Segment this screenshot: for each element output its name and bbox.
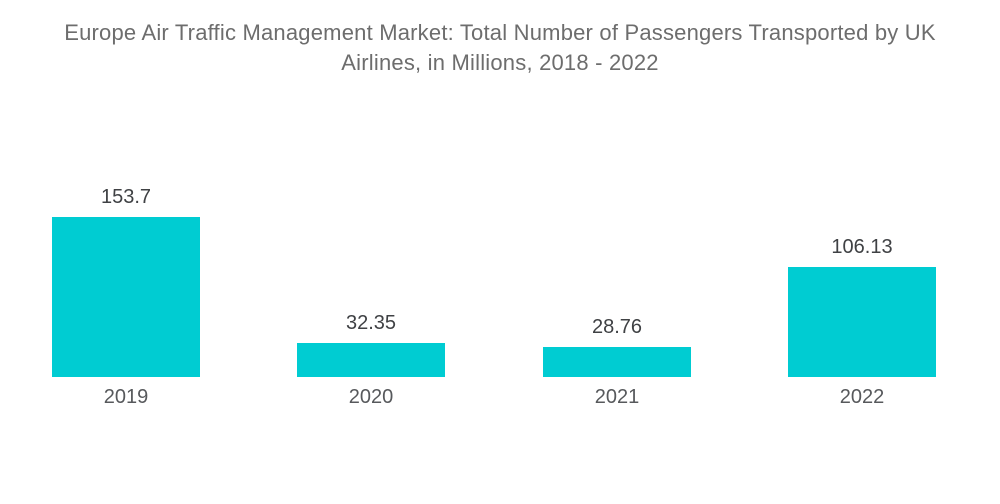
category-label-2022: 2022 (839, 386, 885, 408)
bar-value-label: 106.13 (831, 236, 893, 258)
bar-2021 (543, 347, 691, 377)
bar-group-2022: 106.13 2022 (788, 0, 936, 504)
bar-value-label: 28.76 (591, 316, 643, 338)
bar-2022 (788, 267, 936, 377)
bar-group-2020: 32.35 2020 (297, 0, 445, 504)
category-label-2019: 2019 (103, 386, 149, 408)
bar-value-label: 32.35 (345, 312, 397, 334)
bar-2019 (52, 217, 200, 377)
bar-group-2021: 28.76 2021 (543, 0, 691, 504)
category-label-2021: 2021 (594, 386, 640, 408)
category-label-2020: 2020 (348, 386, 394, 408)
chart-title: Europe Air Traffic Management Market: To… (64, 20, 936, 75)
bar-2020 (297, 343, 445, 377)
bar-group-2019: 153.7 2019 (52, 0, 200, 504)
bar-value-label: 153.7 (100, 186, 152, 208)
